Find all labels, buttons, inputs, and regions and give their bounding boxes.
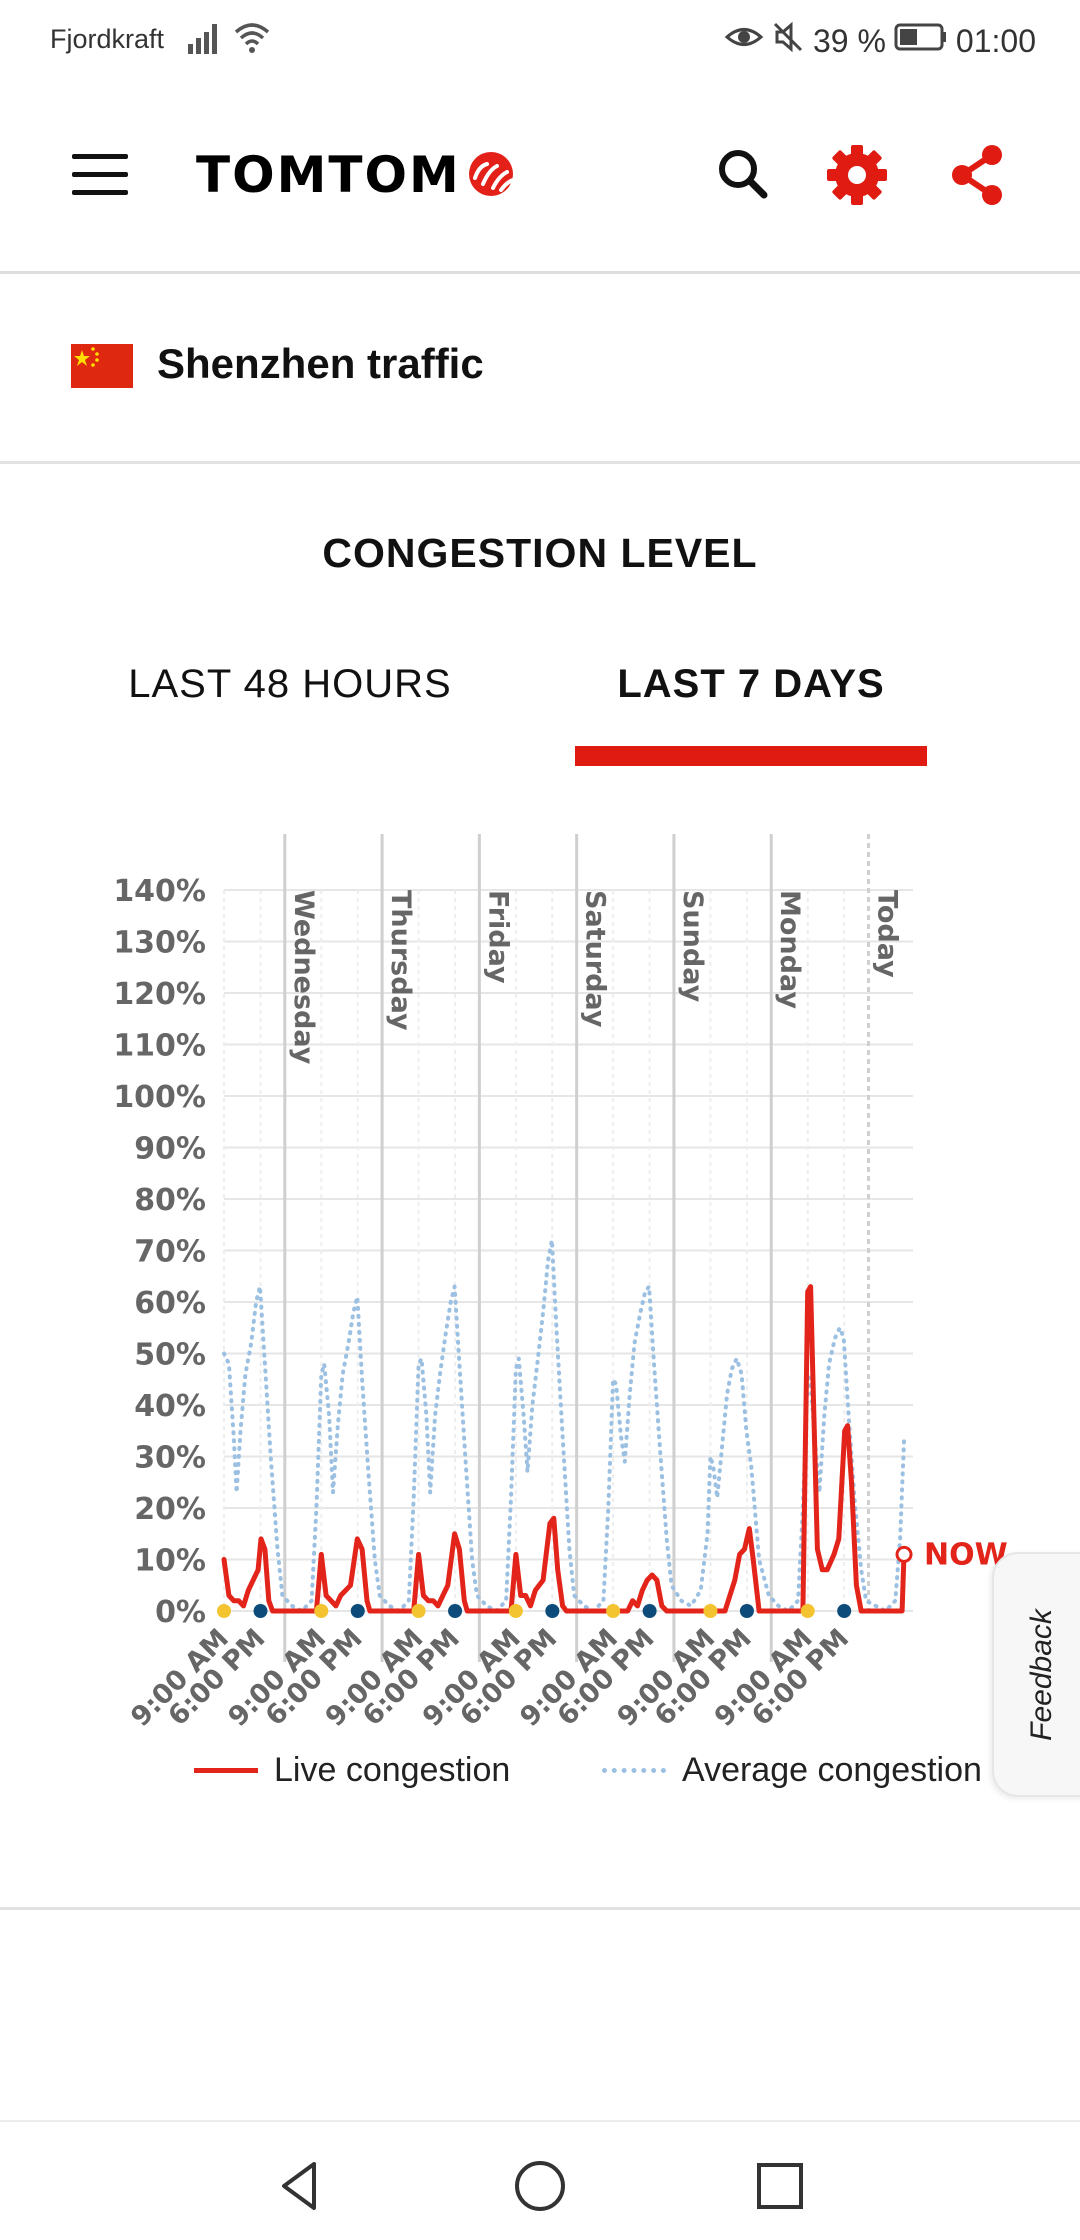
tab-label: LAST 48 HOURS [128,662,452,706]
y-tick-label: 20% [134,1492,206,1527]
clock-time: 01:00 [955,22,1036,59]
carrier-name: Fjordkraft [50,24,165,54]
y-tick-label: 40% [134,1389,206,1424]
y-tick-label: 100% [113,1080,206,1115]
battery-percent: 39 % [812,22,886,59]
day-label: Friday [482,890,513,984]
y-tick-label: 80% [134,1183,206,1218]
time-marker-dot [800,1604,815,1618]
legend-live-label: Live congestion [274,1750,511,1789]
city-header: Shenzhen traffic [0,276,1080,464]
brand-wordmark: TOMTOM [196,146,461,204]
section-title: CONGESTION LEVEL [322,530,758,576]
share-icon[interactable] [940,138,1014,212]
live-congestion-line [221,1284,907,1614]
hand-logo-icon [465,148,521,203]
chart-svg: 140% 130% 120% 110% 100% 90% 80% 70% 60% 50% 40% 30… [113,834,1008,1733]
y-tick-label: 120% [113,977,206,1012]
y-tick-label: 30% [134,1441,206,1476]
legend-average-label: Average congestion [682,1750,982,1789]
cell-signal-icon [186,20,222,61]
tab-active-indicator [575,746,927,766]
day-label: Monday [774,890,805,1009]
day-label: Wednesday [288,890,319,1065]
search-icon[interactable] [706,138,780,212]
congestion-chart: 140% 130% 120% 110% 100% 90% 80% 70% 60% 50% 40% 30… [0,820,1080,1820]
back-icon[interactable] [270,2156,330,2216]
mute-icon [771,20,805,62]
day-label: Sunday [677,890,708,1003]
tomtom-logo[interactable]: TOMTOM [196,140,521,210]
time-marker-dot [739,1604,754,1618]
section-divider [0,1907,1080,1910]
y-tick-label: 10% [134,1544,206,1579]
average-congestion-line [222,1238,906,1613]
time-marker-dot [217,1604,231,1618]
y-tick-label: 130% [113,926,206,961]
gear-icon[interactable] [820,138,894,212]
time-marker-dot [642,1604,657,1618]
time-marker-dot [314,1604,329,1618]
china-flag-icon [71,344,133,388]
y-tick-label: 50% [134,1338,206,1373]
time-marker-dot [703,1604,718,1618]
legend-live: Live congestion [194,1748,510,1792]
time-marker-dot [606,1604,621,1618]
eye-comfort-icon [724,22,764,60]
home-icon[interactable] [510,2156,570,2216]
time-marker-dot [448,1604,463,1618]
legend-average: Average congestion [602,1748,982,1792]
time-marker-dot [350,1604,365,1618]
now-marker [895,1545,913,1563]
recents-icon[interactable] [750,2156,810,2216]
battery-icon [894,22,948,60]
status-bar: Fjordkraft 39 % [0,0,1080,80]
feedback-label: Feedback [1025,1608,1058,1741]
day-label: Saturday [580,890,611,1028]
legend-live-swatch [194,1767,258,1773]
time-marker-dot [545,1604,560,1618]
y-tick-label: 110% [113,1029,206,1064]
y-tick-label: 60% [134,1286,206,1321]
y-tick-label: 0% [155,1595,206,1630]
time-marker-dot [253,1604,268,1618]
tab-last-48-hours[interactable]: LAST 48 HOURS [90,660,490,770]
time-marker-dot [508,1604,523,1618]
tab-last-7-days[interactable]: LAST 7 DAYS [575,660,927,770]
menu-icon[interactable] [72,154,128,198]
time-marker-dot [837,1604,852,1618]
day-label: Thursday [385,890,416,1031]
app-bar: TOMTOM [0,80,1080,274]
y-tick-label: 140% [113,874,206,909]
legend-average-swatch [602,1767,666,1773]
tab-label: LAST 7 DAYS [617,662,885,706]
system-nav-bar [0,2120,1080,2240]
day-label: Today [872,890,903,978]
y-tick-label: 90% [134,1132,206,1167]
wifi-icon [232,20,272,61]
city-title: Shenzhen traffic [157,340,484,387]
feedback-button[interactable]: Feedback [992,1552,1080,1797]
time-marker-dot [411,1604,426,1618]
y-tick-label: 70% [134,1235,206,1270]
